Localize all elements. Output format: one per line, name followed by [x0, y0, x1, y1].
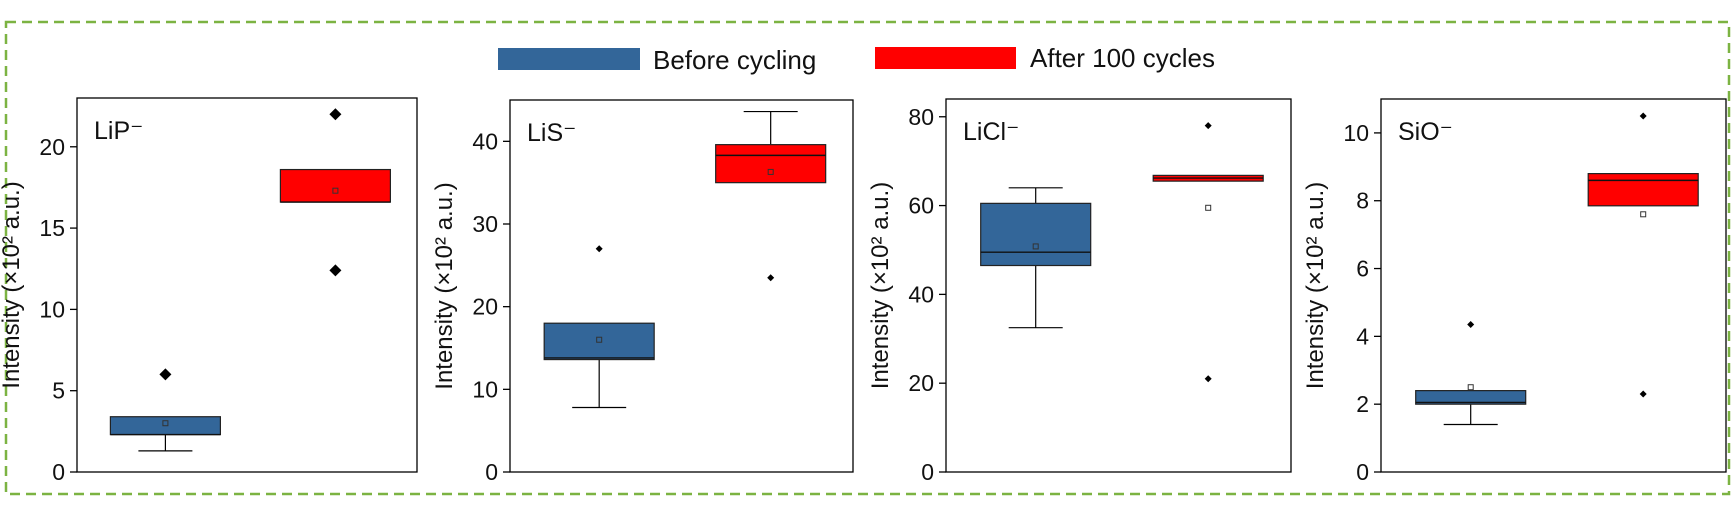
panel-2: 0 10 20 30 40 Intensity (×10² a.u.) LiS⁻: [431, 99, 854, 485]
y-axis-label: Intensity (×10² a.u.): [1302, 182, 1329, 389]
box-iqr: [980, 202, 1092, 267]
y-tick-label: 2: [1356, 391, 1369, 417]
y-tick-label: 10: [1343, 120, 1369, 146]
y-tick-label: 4: [1356, 323, 1369, 349]
y-tick-label: 0: [921, 459, 934, 485]
mean-marker: [1467, 384, 1474, 391]
box-after: [1587, 112, 1699, 398]
y-tick-label: 0: [52, 459, 65, 485]
y-tick-label: 20: [472, 294, 498, 320]
y-tick-label: 10: [39, 296, 65, 322]
y-tick-label: 20: [908, 370, 934, 396]
box-iqr: [1587, 173, 1699, 207]
legend-label-after: After 100 cycles: [1030, 43, 1215, 73]
mean-marker: [1032, 243, 1039, 250]
y-tick-label: 40: [472, 128, 498, 154]
box-before: [109, 368, 222, 452]
plot-frame: [1380, 98, 1727, 473]
panel-title: LiS⁻: [527, 119, 576, 147]
y-tick-label: 80: [908, 104, 934, 130]
outlier-point: [1467, 320, 1475, 328]
box-iqr: [279, 168, 391, 203]
y-axis-label: Intensity (×10² a.u.): [0, 181, 25, 388]
plot-frame: [76, 97, 418, 473]
panel-4: 0 2 4 6 8 10 Intensity (×10² a.u.) SiO⁻: [1302, 98, 1727, 485]
mean-marker: [162, 420, 169, 427]
y-tick-label: 0: [1356, 459, 1369, 485]
box-iqr: [1415, 390, 1527, 405]
outlier-point: [1204, 122, 1212, 130]
y-tick-label: 40: [908, 281, 934, 307]
box-iqr: [543, 322, 655, 361]
outlier-point: [767, 274, 775, 282]
box-before: [543, 245, 655, 409]
y-axis-label: Intensity (×10² a.u.): [431, 182, 458, 389]
y-tick-label: 30: [472, 211, 498, 237]
y-tick-label: 60: [908, 193, 934, 219]
outlier-point: [595, 245, 603, 253]
outlier-point: [329, 264, 342, 277]
legend-swatch-before: [498, 48, 640, 70]
outlier-point: [159, 368, 172, 381]
panel-1: 0 5 10 15 20 Intensity (×10² a.u.) LiP⁻: [0, 97, 418, 485]
y-tick-label: 15: [39, 215, 65, 241]
outlier-point: [1204, 375, 1212, 383]
legend-label-before: Before cycling: [653, 45, 816, 75]
mean-marker: [1640, 211, 1647, 218]
box-after: [279, 108, 391, 277]
figure-border: [4, 20, 1731, 496]
box-iqr: [715, 144, 827, 184]
y-tick-label: 5: [52, 378, 65, 404]
y-tick-label: 10: [472, 376, 498, 402]
panel-title: LiP⁻: [94, 117, 143, 145]
legend: Before cycling After 100 cycles: [498, 43, 1215, 75]
y-tick-label: 0: [485, 459, 498, 485]
plot-frame: [945, 98, 1292, 473]
y-tick-label: 6: [1356, 256, 1369, 282]
mean-marker: [596, 336, 603, 343]
outlier-point: [329, 108, 342, 121]
mean-marker: [332, 187, 339, 194]
y-tick-label: 8: [1356, 188, 1369, 214]
box-after: [1152, 122, 1264, 383]
y-axis-label: Intensity (×10² a.u.): [867, 182, 894, 389]
mean-marker: [767, 168, 774, 175]
box-after: [715, 110, 827, 282]
panel-title: LiCl⁻: [963, 118, 1019, 146]
legend-swatch-after: [875, 47, 1016, 69]
plot-frame: [509, 99, 854, 473]
outlier-point: [1639, 390, 1647, 398]
box-before: [980, 187, 1092, 329]
panel-3: 0 20 40 60 80 Intensity (×10² a.u.) LiCl⁻: [867, 98, 1292, 485]
box-before: [1415, 320, 1527, 426]
panel-title: SiO⁻: [1398, 118, 1453, 146]
mean-marker: [1205, 204, 1212, 211]
y-tick-label: 20: [39, 134, 65, 160]
outlier-point: [1639, 112, 1647, 120]
